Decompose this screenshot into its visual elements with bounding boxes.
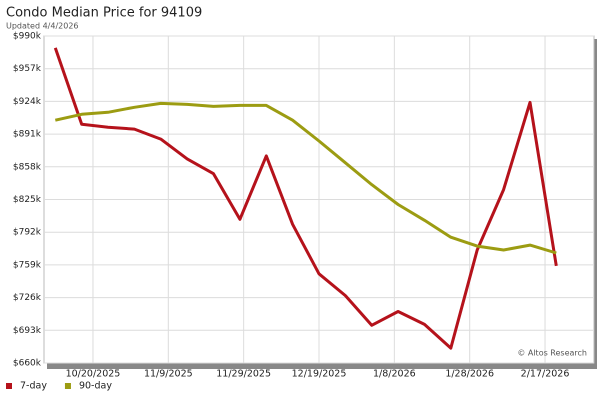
y-tick-label: $891k (13, 130, 42, 140)
y-tick-label: $693k (13, 326, 42, 336)
x-tick-label: 1/8/2026 (373, 369, 416, 380)
line-series (53, 47, 558, 350)
y-tick-label: $726k (13, 293, 42, 303)
annotation: © Altos Research (517, 349, 587, 358)
x-tick-label: 11/9/2025 (144, 369, 193, 380)
line-series (54, 101, 557, 255)
y-tick-label: $660k (13, 359, 42, 369)
legend-label: 7-day (20, 381, 47, 392)
y-tick-label: $858k (13, 162, 42, 172)
chart-subtitle: Updated 4/4/2026 (6, 22, 79, 31)
y-tick-label: $792k (13, 228, 42, 238)
legend-swatch (6, 383, 12, 389)
y-tick-label: $759k (13, 260, 42, 270)
y-tick-label: $957k (13, 64, 42, 74)
x-tick-label: 10/20/2025 (66, 369, 121, 380)
x-tick-label: 11/29/2025 (216, 369, 271, 380)
y-tick-label: $825k (13, 195, 42, 205)
x-tick-label: 2/17/2026 (521, 369, 570, 380)
y-tick-label: $990k (13, 32, 42, 42)
legend-swatch (64, 383, 71, 389)
y-tick-label: $924k (13, 97, 42, 107)
x-tick-label: 12/19/2025 (292, 369, 347, 380)
x-tick-label: 1/28/2026 (445, 369, 494, 380)
legend-label: 90-day (79, 381, 112, 392)
chart-title: Condo Median Price for 94109 (6, 6, 202, 21)
